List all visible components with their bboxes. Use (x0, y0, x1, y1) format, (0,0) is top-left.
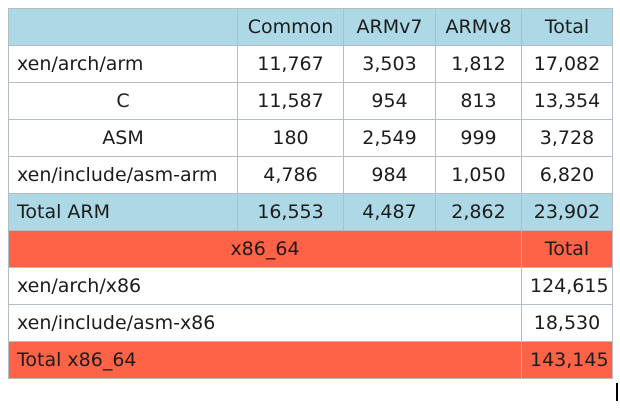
arm-header-armv8: ARMv8 (435, 8, 522, 46)
cell-total: 124,615 (521, 267, 613, 305)
x86-total-row: Total x86_64 143,145 (8, 341, 613, 379)
arm-total-row: Total ARM 16,553 4,487 2,862 23,902 (8, 193, 613, 231)
table-row: xen/include/asm-arm 4,786 984 1,050 6,82… (8, 156, 613, 194)
x86-header-label: x86_64 (8, 230, 522, 268)
x86-header-row: x86_64 Total (8, 230, 613, 268)
cell-total: 17,082 (521, 45, 613, 83)
row-label: xen/arch/arm (8, 45, 238, 83)
row-label: xen/arch/x86 (8, 267, 522, 305)
total-arm-armv7: 4,487 (343, 193, 436, 231)
cell-common: 4,786 (237, 156, 344, 194)
cell-common: 11,587 (237, 82, 344, 120)
arm-header-total: Total (521, 8, 613, 46)
row-label: xen/include/asm-arm (8, 156, 238, 194)
cell-common: 11,767 (237, 45, 344, 83)
total-arm-total: 23,902 (521, 193, 613, 231)
cell-armv8: 999 (435, 119, 522, 157)
cell-armv7: 954 (343, 82, 436, 120)
cell-armv7: 984 (343, 156, 436, 194)
total-x86-label: Total x86_64 (8, 341, 522, 379)
cell-armv7: 2,549 (343, 119, 436, 157)
x86-header-total: Total (521, 230, 613, 268)
total-arm-armv8: 2,862 (435, 193, 522, 231)
loc-table-container: Common ARMv7 ARMv8 Total xen/arch/arm 11… (8, 8, 613, 403)
arm-header-armv7: ARMv7 (343, 8, 436, 46)
table-row: xen/arch/arm 11,767 3,503 1,812 17,082 (8, 45, 613, 83)
table-row: C 11,587 954 813 13,354 (8, 82, 613, 120)
arm-header-blank-cell (8, 8, 238, 46)
cell-armv8: 1,050 (435, 156, 522, 194)
total-x86-total: 143,145 (521, 341, 613, 379)
table-row: xen/arch/x86 124,615 (8, 267, 613, 305)
table-row: ASM 180 2,549 999 3,728 (8, 119, 613, 157)
total-arm-label: Total ARM (8, 193, 238, 231)
text-cursor-mark (616, 383, 618, 401)
cell-total: 3,728 (521, 119, 613, 157)
row-label: ASM (8, 119, 238, 157)
cell-armv8: 1,812 (435, 45, 522, 83)
row-label: xen/include/asm-x86 (8, 304, 522, 342)
cell-total: 13,354 (521, 82, 613, 120)
cell-total: 18,530 (521, 304, 613, 342)
row-label: C (8, 82, 238, 120)
cell-common: 180 (237, 119, 344, 157)
arm-header-common: Common (237, 8, 344, 46)
table-row: xen/include/asm-x86 18,530 (8, 304, 613, 342)
cell-total: 6,820 (521, 156, 613, 194)
total-arm-common: 16,553 (237, 193, 344, 231)
cell-armv7: 3,503 (343, 45, 436, 83)
cell-armv8: 813 (435, 82, 522, 120)
arm-header-row: Common ARMv7 ARMv8 Total (8, 8, 613, 46)
lines-of-code-table: Common ARMv7 ARMv8 Total xen/arch/arm 11… (8, 8, 613, 379)
